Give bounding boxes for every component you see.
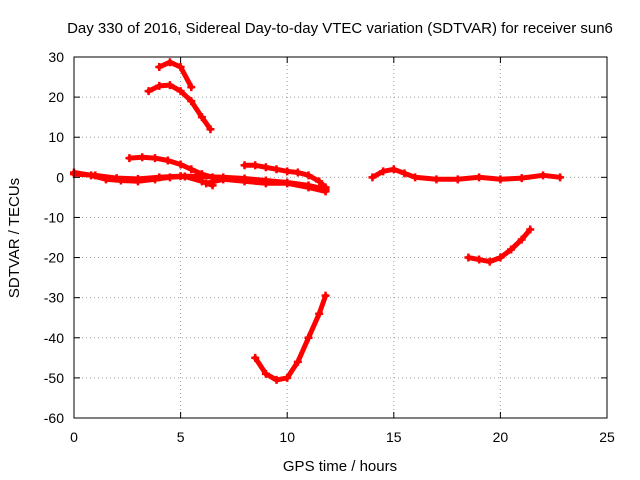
data-point [261,369,270,378]
data-point [507,245,516,254]
data-point [539,171,548,180]
data-series [70,58,565,384]
data-point [101,175,110,184]
data-point [517,235,526,244]
axis-ticks [73,56,608,419]
data-point [368,173,377,182]
y-tick-label: -40 [44,330,64,346]
data-point [293,168,302,177]
data-point [283,373,292,382]
data-point [197,113,206,122]
y-tick-label: -20 [44,250,64,266]
data-point [165,58,174,67]
data-point [496,175,505,184]
data-point [187,97,196,106]
x-tick-label: 25 [599,429,615,445]
data-point [197,170,206,179]
data-point [496,253,505,262]
data-point [272,165,281,174]
series-track-4 [156,59,194,90]
y-axis-title: SDTVAR / TECUs [6,178,23,298]
data-point [176,63,185,72]
data-point [251,353,260,362]
data-point [432,175,441,184]
data-point [125,154,134,163]
data-point [187,165,196,174]
y-tick-label: -50 [44,370,64,386]
chart-title: Day 330 of 2016, Sidereal Day-to-day VTE… [67,20,613,37]
data-point [321,187,330,196]
x-tick-label: 20 [493,429,509,445]
data-point [556,173,565,182]
data-point [526,225,535,234]
x-tick-label: 15 [386,429,402,445]
data-point [315,309,324,318]
data-point [315,177,324,186]
data-point [165,173,174,182]
data-point [151,154,160,163]
data-point [176,87,185,96]
data-point [206,125,215,134]
data-point [165,81,174,90]
y-tick-label: -60 [44,410,64,426]
y-tick-label: 20 [48,89,64,105]
data-point [144,87,153,96]
data-point [163,156,172,165]
x-axis-title: GPS time / hours [283,458,397,475]
data-point [293,357,302,366]
data-point [411,173,420,182]
data-point [219,175,228,184]
x-tick-label: 5 [177,429,185,445]
data-point [475,173,484,182]
y-tick-label: 10 [48,129,64,145]
data-point [304,171,313,180]
data-point [202,179,211,188]
data-point [304,333,313,342]
x-tick-label: 0 [70,429,78,445]
data-point [464,253,473,262]
data-point [485,257,494,266]
y-tick-label: -30 [44,290,64,306]
data-point [400,169,409,178]
data-point [116,176,125,185]
data-point [261,179,270,188]
data-point [180,172,189,181]
data-point [87,171,96,180]
data-point [389,165,398,174]
x-tick-label: 10 [279,429,295,445]
data-point [138,153,147,162]
data-point [187,83,196,92]
data-point [133,177,142,186]
data-point [272,375,281,384]
data-point [251,161,260,170]
data-point [240,177,249,186]
data-point [261,163,270,172]
data-point [517,174,526,183]
data-point [304,183,313,192]
data-point [197,177,206,186]
data-point [283,167,292,176]
data-point [283,179,292,188]
data-point [475,255,484,264]
plot-frame [73,56,608,419]
data-point [321,291,330,300]
data-point [155,81,164,90]
data-point [379,167,388,176]
y-tick-label: -10 [44,209,64,225]
data-point [453,175,462,184]
data-point [155,63,164,72]
y-tick-label: 0 [56,169,64,185]
data-point [151,175,160,184]
data-point [176,160,185,169]
series-track-2 [71,170,216,188]
y-tick-label: 30 [48,49,64,65]
data-point [240,161,249,170]
tick-labels: 0 5 10 15 20 25 30 20 10 0 -10 -20 -30 -40 -50 -60 [44,49,615,445]
